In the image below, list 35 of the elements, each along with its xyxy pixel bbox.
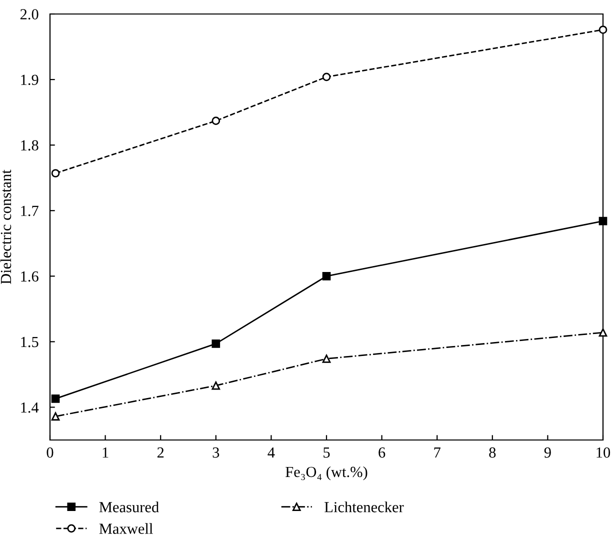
y-tick-label: 1.4 [21, 402, 39, 413]
point [51, 412, 60, 421]
x-tick-label: 10 [596, 447, 610, 458]
point [598, 26, 608, 34]
x-axis-title: Fe₃O₄ (wt.%) [286, 466, 368, 480]
point [322, 354, 331, 363]
x-tick-label: 0 [46, 447, 54, 458]
point [212, 381, 220, 390]
point [322, 72, 331, 82]
x-tick-label: 8 [489, 447, 496, 458]
x-tick-label: 5 [324, 448, 330, 458]
point [51, 394, 60, 403]
point [598, 216, 608, 226]
x-tick-label: 3 [212, 447, 220, 458]
x-tick-label: 2 [157, 447, 164, 458]
point [598, 328, 608, 337]
point [212, 339, 220, 348]
x-tick-label: 9 [544, 447, 551, 458]
y-tick-label: 1.9 [21, 74, 38, 86]
y-tick-label: 1.6 [21, 271, 38, 282]
legend-label: Maxwell [99, 523, 153, 534]
x-tick-label: 4 [268, 447, 275, 458]
point [322, 272, 331, 280]
point [51, 169, 60, 178]
x-tick-label: 7 [434, 448, 440, 458]
legend-label: Lichtenecker [324, 502, 404, 512]
point [212, 116, 220, 125]
y-tick-label: 2.0 [20, 9, 38, 20]
y-axis-title: Dielectric constant [0, 170, 12, 284]
x-tick-label: 1 [102, 447, 108, 458]
legend-label: Measured [99, 502, 159, 512]
x-tick-label: 6 [378, 447, 386, 458]
y-tick-label: 1.7 [21, 206, 38, 216]
y-tick-label: 1.8 [21, 140, 38, 151]
y-tick-label: 1.5 [21, 336, 38, 348]
